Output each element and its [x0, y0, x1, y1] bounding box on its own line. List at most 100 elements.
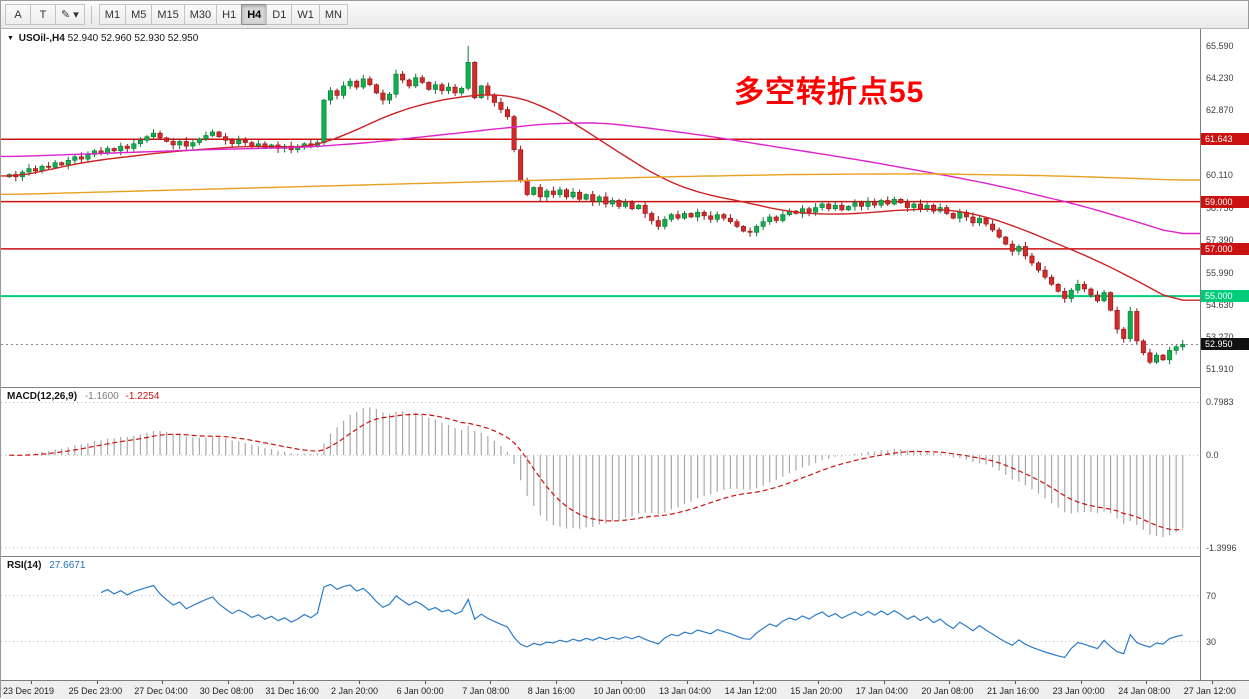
- price-tick: 60.110: [1206, 170, 1233, 181]
- price-scale[interactable]: 65.59064.23062.87060.11058.75057.39055.9…: [1200, 29, 1249, 680]
- time-tick: [949, 681, 951, 684]
- timeframe-button-m30[interactable]: M30: [183, 4, 218, 25]
- toolbar-separator: [90, 5, 92, 24]
- time-tick: [490, 681, 492, 684]
- time-tick: [818, 681, 820, 684]
- price-chart-canvas[interactable]: [1, 29, 1200, 387]
- time-tick: [621, 681, 623, 684]
- time-label: 21 Jan 16:00: [987, 686, 1040, 696]
- timeframe-button-m5[interactable]: M5: [125, 4, 153, 25]
- text-tool-button[interactable]: A: [5, 4, 31, 25]
- price-tick: 51.910: [1206, 364, 1234, 375]
- macd-pane[interactable]: MACD(12,26,9) -1.1600 -1.2254: [1, 388, 1200, 556]
- time-tick: [555, 681, 557, 684]
- ma-mid-magenta: [1, 122, 1200, 235]
- price-tick: 64.230: [1206, 73, 1234, 84]
- time-label: 8 Jan 16:00: [527, 686, 575, 696]
- cursor-tool-button[interactable]: T: [30, 4, 56, 25]
- draw-objects-button[interactable]: ✎ ▾: [55, 4, 85, 25]
- macd-signal-value: -1.2254: [125, 391, 160, 402]
- pane-resize-handle[interactable]: [1, 680, 1249, 681]
- time-tick: [883, 681, 885, 684]
- timeframe-group: M1 M5 M15 M30 H1 H4 D1 W1 MN: [98, 4, 348, 25]
- price-line-label: 59.000: [1201, 195, 1249, 208]
- pane-resize-handle[interactable]: [1, 556, 1249, 557]
- time-tick: [162, 681, 164, 684]
- timeframe-button-mn[interactable]: MN: [318, 4, 348, 25]
- symbol-dropdown-icon[interactable]: ▼: [7, 35, 14, 42]
- timeframe-button-m1[interactable]: M1: [98, 4, 127, 25]
- time-label: 23 Dec 2019: [3, 686, 55, 696]
- rsi-pane[interactable]: RSI(14) 27.6671: [1, 557, 1200, 680]
- price-line-label: 57.000: [1201, 242, 1249, 255]
- candlestick-series: [6, 46, 1186, 365]
- time-label: 14 Jan 12:00: [724, 686, 777, 696]
- time-label: 20 Jan 08:00: [921, 686, 974, 696]
- time-tick: [1015, 681, 1016, 684]
- time-label: 2 Jan 20:00: [331, 686, 379, 696]
- macd-signal-line: [9, 413, 1183, 531]
- macd-indicator-label: MACD(12,26,9) -1.1600 -1.2254: [7, 391, 159, 402]
- rsi-indicator-label: RSI(14) 27.6671: [7, 560, 85, 571]
- time-label: 7 Jan 08:00: [462, 686, 510, 696]
- price-tick: 54.630: [1206, 299, 1234, 310]
- rsi-name: RSI(14): [7, 560, 42, 571]
- tool-group: A T ✎ ▾: [5, 4, 85, 25]
- time-tick: [227, 681, 229, 684]
- rsi-line: [100, 583, 1183, 659]
- time-tick: [424, 681, 426, 684]
- time-label: 31 Dec 16:00: [265, 686, 319, 696]
- timeframe-button-d1[interactable]: D1: [266, 4, 293, 25]
- macd-name: MACD(12,26,9): [7, 391, 78, 402]
- time-label: 25 Dec 23:00: [68, 686, 123, 696]
- time-tick: [752, 681, 754, 684]
- timeframe-button-h4[interactable]: H4: [241, 4, 268, 25]
- price-tick: 70: [1206, 590, 1217, 601]
- time-axis[interactable]: 23 Dec 2019 25 Dec 23:00 27 Dec 04:00 30 De…: [1, 681, 1249, 699]
- chart-annotation: 多空转折点55: [734, 76, 925, 109]
- macd-main-value: -1.1600: [84, 391, 119, 402]
- ohlc-values: 52.940 52.960 52.930 52.950: [67, 33, 199, 44]
- price-tick: 53.270: [1206, 331, 1234, 342]
- time-tick: [359, 681, 360, 684]
- timeframe-button-m15[interactable]: M15: [151, 4, 185, 25]
- time-label: 17 Jan 04:00: [855, 686, 908, 696]
- macd-canvas[interactable]: [1, 388, 1200, 556]
- time-tick: [687, 681, 688, 684]
- time-label: 13 Jan 04:00: [659, 686, 712, 696]
- timeframe-button-w1[interactable]: W1: [291, 4, 320, 25]
- time-label: 15 Jan 20:00: [790, 686, 843, 696]
- time-tick: [1080, 681, 1082, 684]
- price-tick: 65.590: [1206, 41, 1234, 51]
- time-tick: [31, 681, 32, 684]
- timeframe-button-h1[interactable]: H1: [216, 4, 243, 25]
- rsi-canvas[interactable]: [1, 557, 1200, 680]
- symbol-label: USOil-,H4: [18, 33, 65, 44]
- price-tick: 62.870: [1206, 105, 1234, 116]
- time-label: 30 Dec 08:00: [199, 686, 254, 696]
- time-label: 6 Jan 00:00: [396, 686, 444, 696]
- price-line-label: 55.000: [1201, 290, 1249, 303]
- time-label: 23 Jan 00:00: [1052, 686, 1105, 696]
- price-line-label: 52.950: [1201, 338, 1249, 351]
- rsi-value: 27.6671: [49, 560, 86, 571]
- chart-title: ▼ USOil-,H4 52.940 52.960 52.930 52.950: [7, 33, 198, 44]
- time-tick: [96, 681, 98, 684]
- price-tick: 0.0: [1206, 450, 1219, 461]
- price-tick: -1.3996: [1206, 542, 1237, 553]
- price-line-label: 61.643: [1201, 133, 1249, 146]
- ma-slow-orange: [1, 173, 1200, 195]
- time-label: 24 Jan 08:00: [1118, 686, 1171, 696]
- time-label: 27 Dec 04:00: [134, 686, 188, 696]
- time-tick: [1146, 681, 1148, 684]
- price-chart-pane[interactable]: ▼ USOil-,H4 52.940 52.960 52.930 52.950 …: [1, 29, 1200, 387]
- time-label: 27 Jan 12:00: [1183, 686, 1236, 696]
- time-tick: [1211, 681, 1213, 684]
- price-tick: 0.7983: [1206, 397, 1234, 408]
- time-label: 10 Jan 00:00: [593, 686, 646, 696]
- pane-resize-handle[interactable]: [1, 387, 1249, 388]
- price-tick: 57.390: [1206, 234, 1234, 245]
- macd-histogram: [15, 407, 1184, 538]
- toolbar: A T ✎ ▾ M1 M5 M15 M30 H1 H4 D1 W1 MN: [1, 1, 1248, 29]
